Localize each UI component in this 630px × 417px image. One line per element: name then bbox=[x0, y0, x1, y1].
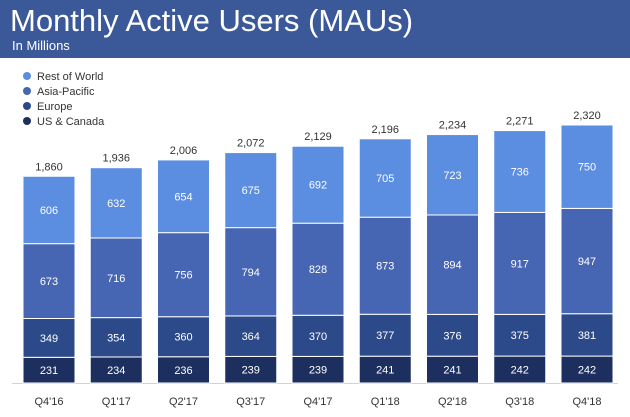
bar-segment bbox=[22, 356, 76, 384]
data-label: 239 bbox=[309, 365, 327, 377]
bar-segment bbox=[89, 356, 143, 384]
bar-segment bbox=[291, 222, 345, 316]
data-label: 750 bbox=[578, 162, 596, 174]
total-label: 2,320 bbox=[573, 110, 601, 122]
total-label: 2,006 bbox=[170, 145, 198, 157]
legend-marker bbox=[23, 72, 31, 80]
data-label: 756 bbox=[174, 270, 192, 282]
chart-subtitle: In Millions bbox=[12, 38, 70, 53]
data-label: 376 bbox=[443, 330, 461, 342]
bar-segment bbox=[426, 313, 479, 357]
data-label: 370 bbox=[309, 331, 327, 343]
bar-segment bbox=[224, 315, 278, 357]
bar-segment bbox=[493, 313, 547, 357]
chart-title: Monthly Active Users (MAUs) bbox=[10, 3, 414, 38]
data-label: 381 bbox=[578, 330, 596, 342]
bar-segment bbox=[89, 237, 143, 319]
legend-label: US & Canada bbox=[37, 116, 105, 128]
total-label: 2,129 bbox=[304, 131, 332, 143]
bar-segment bbox=[358, 355, 412, 384]
legend-label: Asia-Pacific bbox=[37, 86, 95, 98]
x-tick-label: Q4'18 bbox=[572, 396, 601, 408]
bar-segment bbox=[358, 216, 412, 315]
data-label: 894 bbox=[443, 260, 461, 272]
bar-segment bbox=[358, 138, 412, 218]
bar-segment bbox=[157, 356, 210, 384]
title-banner: Monthly Active Users (MAUs) In Millions bbox=[0, 0, 630, 58]
legend-label: Europe bbox=[37, 101, 72, 113]
data-label: 675 bbox=[242, 185, 260, 197]
x-tick-label: Q3'17 bbox=[236, 396, 265, 408]
data-label: 606 bbox=[40, 205, 58, 217]
data-label: 673 bbox=[40, 276, 58, 288]
data-label: 360 bbox=[174, 332, 192, 344]
data-label: 947 bbox=[578, 256, 596, 268]
x-tick-label: Q2'17 bbox=[169, 396, 198, 408]
x-tick-label: Q3'18 bbox=[505, 396, 534, 408]
bar-segment bbox=[157, 159, 210, 234]
total-label: 2,196 bbox=[371, 124, 399, 136]
legend-marker bbox=[23, 87, 31, 95]
x-tick-label: Q2'18 bbox=[438, 396, 467, 408]
bar-segment bbox=[291, 355, 345, 384]
data-label: 375 bbox=[511, 330, 529, 342]
data-label: 794 bbox=[242, 267, 260, 279]
data-label: 242 bbox=[511, 365, 529, 377]
bar-segment bbox=[291, 314, 345, 357]
data-label: 654 bbox=[174, 191, 192, 203]
legend-marker bbox=[23, 102, 31, 110]
bar-segment bbox=[22, 175, 76, 245]
bar-segment bbox=[89, 167, 143, 239]
bar-segment bbox=[291, 145, 345, 224]
bar-segment bbox=[358, 313, 412, 357]
bar-segment bbox=[22, 318, 76, 358]
x-tick-label: Q1'18 bbox=[371, 396, 400, 408]
bar-segment bbox=[157, 232, 210, 318]
total-label: 1,860 bbox=[35, 161, 63, 173]
data-label: 349 bbox=[40, 333, 58, 345]
x-tick-label: Q4'16 bbox=[34, 396, 63, 408]
total-label: 2,271 bbox=[506, 116, 534, 128]
data-label: 736 bbox=[511, 166, 529, 178]
bar-segment bbox=[560, 124, 614, 209]
total-label: 2,234 bbox=[439, 120, 467, 132]
data-label: 241 bbox=[376, 365, 394, 377]
x-tick-label: Q1'17 bbox=[102, 396, 131, 408]
bar-segment bbox=[89, 317, 143, 358]
bar-segment bbox=[426, 214, 479, 315]
data-label: 354 bbox=[107, 332, 125, 344]
data-label: 716 bbox=[107, 273, 125, 285]
data-label: 236 bbox=[174, 365, 192, 377]
total-label: 2,072 bbox=[237, 138, 265, 150]
legend-marker bbox=[23, 117, 31, 125]
data-label: 377 bbox=[376, 330, 394, 342]
bar-segment bbox=[426, 134, 479, 216]
legend-label: Rest of World bbox=[37, 71, 103, 83]
data-label: 231 bbox=[40, 365, 58, 377]
bar-segment bbox=[224, 355, 278, 384]
data-label: 234 bbox=[107, 365, 125, 377]
data-label: 364 bbox=[242, 331, 260, 343]
data-label: 692 bbox=[309, 180, 327, 192]
x-tick-label: Q4'17 bbox=[303, 396, 332, 408]
total-label: 1,936 bbox=[102, 153, 130, 165]
data-label: 241 bbox=[443, 365, 461, 377]
data-label: 723 bbox=[443, 170, 461, 182]
data-label: 873 bbox=[376, 261, 394, 273]
data-label: 705 bbox=[376, 173, 394, 185]
bar-segment bbox=[493, 211, 547, 315]
bar-segment bbox=[157, 316, 210, 358]
bar-segment bbox=[224, 152, 278, 229]
data-label: 917 bbox=[511, 258, 529, 270]
data-label: 239 bbox=[242, 365, 260, 377]
data-label: 632 bbox=[107, 198, 125, 210]
bar-segment bbox=[224, 227, 278, 317]
data-label: 828 bbox=[309, 264, 327, 276]
bar-segment bbox=[560, 207, 614, 315]
bar-segment bbox=[493, 355, 547, 384]
bar-segment bbox=[493, 130, 547, 213]
data-label: 242 bbox=[578, 365, 596, 377]
